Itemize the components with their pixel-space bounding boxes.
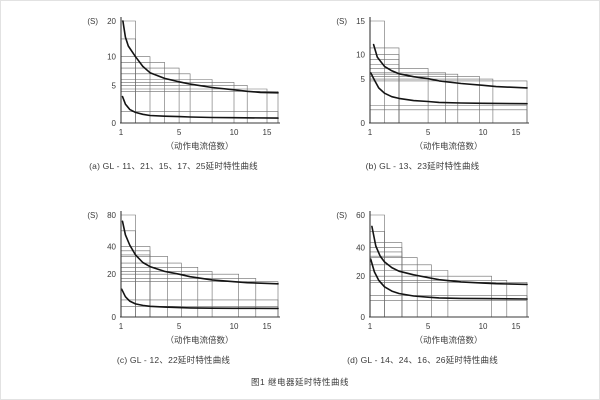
x-axis-title: （动作电流倍数）	[165, 335, 233, 345]
tolerance-step-box	[370, 76, 480, 123]
y-axis-unit-label: (S)	[336, 211, 347, 220]
tolerance-step-box	[121, 278, 257, 317]
lower-limit-curve	[120, 288, 279, 310]
tolerance-step-box	[370, 270, 449, 317]
y-tick-label: 0	[112, 119, 117, 128]
y-tick-label: 80	[107, 211, 116, 220]
y-tick-label: 5	[361, 75, 366, 84]
tolerance-step-box	[121, 79, 213, 123]
tolerance-step-box	[121, 62, 165, 123]
lower-limit-curve	[369, 258, 528, 300]
tolerance-step-box	[121, 254, 151, 317]
tolerance-step-box	[370, 105, 528, 123]
lower-limit-curve	[121, 95, 279, 119]
x-tick-label: 5	[426, 322, 431, 331]
tolerance-step-box	[370, 64, 400, 123]
y-tick-label: 20	[107, 17, 116, 26]
tolerance-step-box	[370, 275, 492, 317]
x-tick-label: 5	[177, 128, 182, 137]
tolerance-step-box	[121, 281, 279, 317]
y-tick-label: 10	[356, 51, 365, 60]
x-tick-label: 5	[426, 128, 431, 137]
y-tick-label: 10	[107, 53, 116, 62]
lower-limit-curve	[369, 72, 528, 105]
x-tick-label: 1	[368, 322, 373, 331]
x-tick-label: 5	[177, 322, 182, 331]
x-tick-label: 15	[263, 128, 272, 137]
tolerance-step-box	[370, 251, 403, 317]
tolerance-step-box	[121, 267, 199, 317]
x-tick-label: 15	[512, 128, 521, 137]
tolerance-step-box	[370, 242, 403, 317]
tolerance-step-box	[121, 56, 151, 123]
y-axis-unit-label: (S)	[87, 211, 98, 220]
x-tick-label: 10	[230, 128, 239, 137]
tolerance-step-box	[370, 280, 508, 317]
y-tick-label: 40	[107, 243, 116, 252]
tolerance-step-box	[121, 111, 279, 123]
upper-limit-curve	[121, 220, 279, 285]
upper-limit-curve	[372, 43, 528, 89]
chart-panel-d: 0 20 40 60 (S) 1 5 10 15 （动作电流倍数） (d) GL - 14、24、…	[305, 197, 540, 383]
x-tick-label: 10	[479, 128, 488, 137]
chart-panel-b: 0 5 10 15 (S) 1 5 10 15 （动作电流倍数） (b) GL - 13、23延时…	[305, 3, 540, 189]
y-axis-unit-label: (S)	[87, 17, 98, 26]
tolerance-step-box	[370, 257, 418, 317]
tolerance-step-box	[121, 306, 279, 317]
tolerance-step-box	[121, 273, 239, 317]
upper-limit-curve	[122, 20, 279, 94]
tolerance-step-box	[121, 271, 213, 317]
y-tick-label: 20	[107, 270, 116, 279]
tolerance-step-box	[370, 300, 528, 317]
x-axis-title: （动作电流倍数）	[414, 335, 482, 345]
x-tick-label: 10	[479, 322, 488, 331]
tolerance-step-box	[121, 73, 191, 123]
chart-d-caption: (d) GL - 14、24、16、26延时特性曲线	[347, 355, 498, 365]
tolerance-step-box	[121, 256, 168, 317]
tolerance-step-box	[370, 78, 494, 123]
tolerance-step-box	[121, 82, 235, 123]
tolerance-step-box	[121, 230, 136, 317]
tolerance-step-box	[370, 231, 385, 317]
tolerance-step-box	[121, 262, 182, 317]
tolerance-step-box	[370, 264, 432, 317]
y-tick-label: 0	[361, 119, 366, 128]
y-tick-label: 40	[356, 244, 365, 253]
x-tick-label: 10	[230, 322, 239, 331]
x-tick-label: 15	[263, 322, 272, 331]
x-tick-label: 1	[368, 128, 373, 137]
chart-panel-c: 0 20 40 80 (S) 1 5 10 15 （动作电流倍数） (c) GL - 12、22延…	[56, 197, 291, 383]
x-axis-title: （动作电流倍数）	[414, 141, 482, 151]
y-tick-label: 0	[361, 313, 366, 322]
chart-a-caption: (a) GL - 11、21、15、17、25延时特性曲线	[89, 161, 258, 171]
y-tick-label: 20	[356, 272, 365, 281]
y-tick-label: 0	[112, 313, 117, 322]
chart-b-caption: (b) GL - 13、23延时特性曲线	[365, 161, 480, 171]
x-tick-label: 15	[512, 322, 521, 331]
y-tick-label: 15	[356, 17, 365, 26]
chart-c-caption: (c) GL - 12、22延时特性曲线	[116, 355, 231, 365]
tolerance-step-box	[370, 109, 528, 123]
chart-panel-a: 0 5 10 20 (S) 1 5 10 15 （动作电流倍数） (a) GL - 11、21、1…	[56, 3, 291, 189]
x-axis-title: （动作电流倍数）	[165, 141, 233, 151]
tolerance-step-box	[370, 20, 385, 123]
tolerance-step-box	[121, 67, 180, 123]
tolerance-step-box	[121, 85, 248, 123]
x-tick-label: 1	[119, 322, 124, 331]
figure-caption: 图1 继电器延时特性曲线	[250, 377, 350, 387]
y-axis-unit-label: (S)	[336, 17, 347, 26]
tolerance-step-box	[370, 282, 528, 317]
tolerance-step-box	[121, 214, 136, 317]
x-tick-label: 1	[119, 128, 124, 137]
upper-limit-curve	[371, 225, 528, 286]
tolerance-step-box	[370, 255, 403, 317]
y-tick-label: 5	[112, 81, 117, 90]
y-tick-label: 60	[356, 211, 365, 220]
